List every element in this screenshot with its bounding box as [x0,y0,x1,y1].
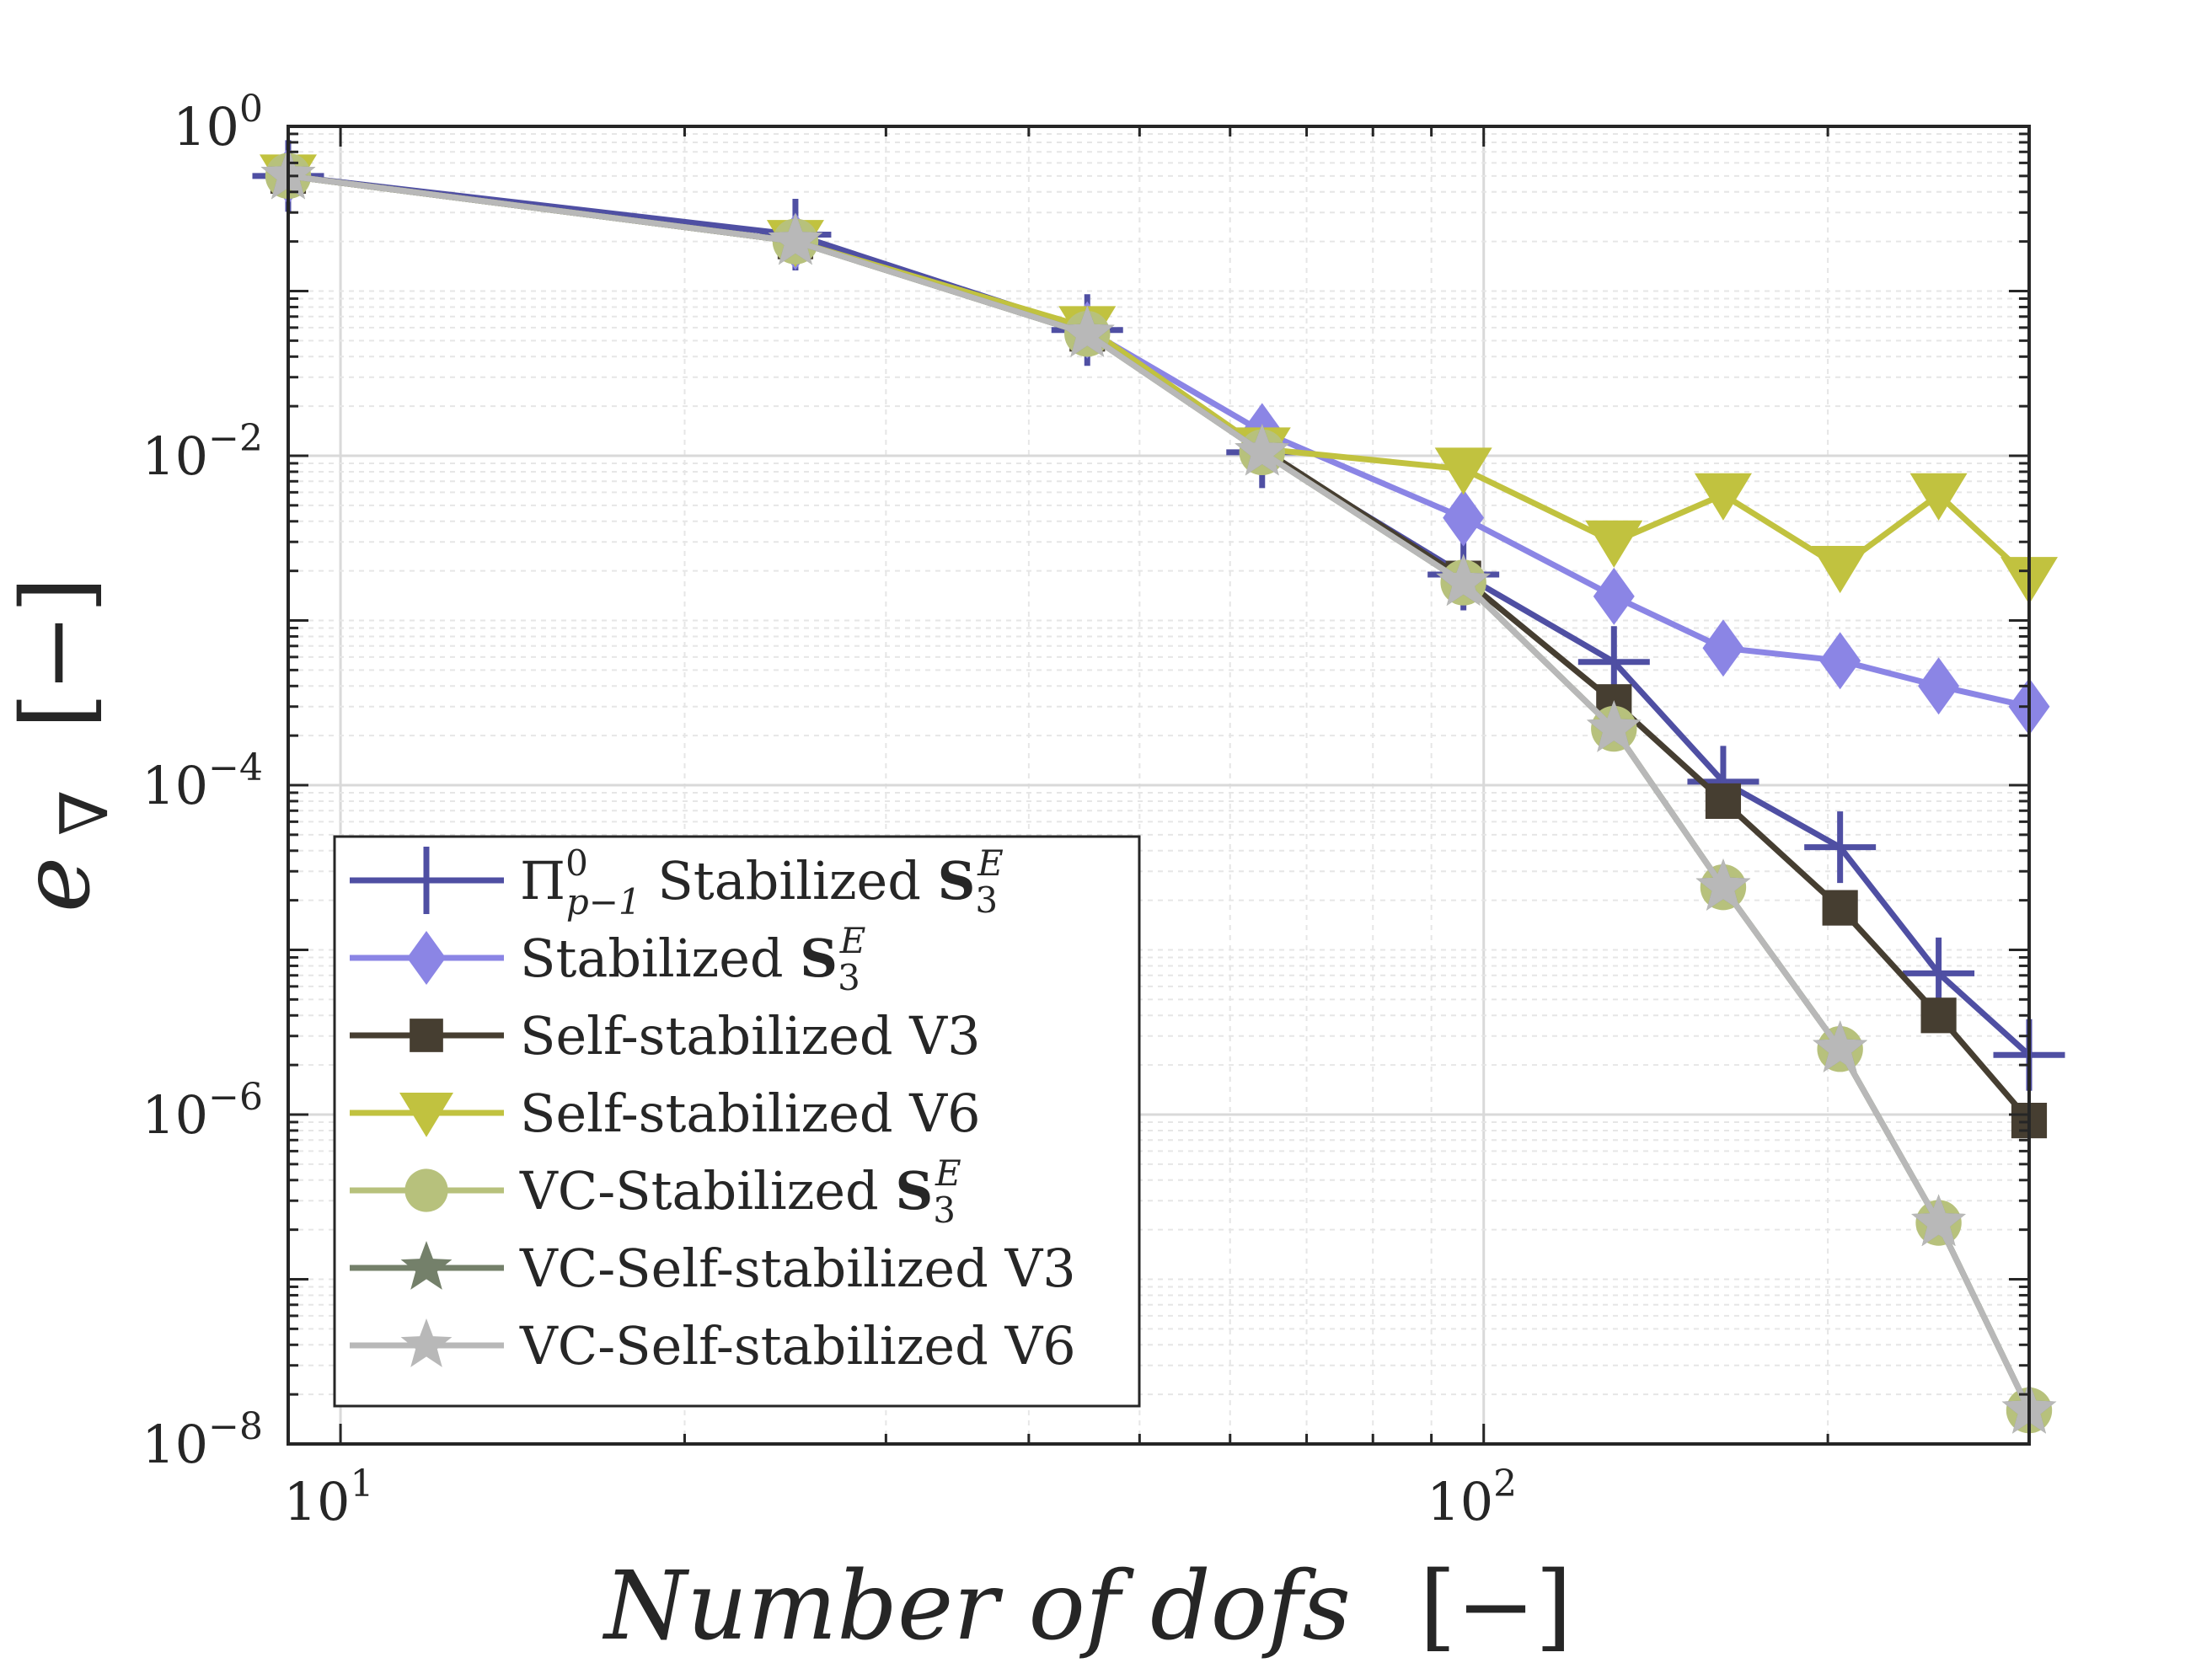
legend-label-text: VC-Stabilized [519,1160,895,1222]
series-line [287,173,2032,581]
data-point [1695,858,1751,911]
data-point [1436,553,1491,606]
label-layer: Number of dofs [−] e ∇ [−] [2,576,1572,1661]
y-tick-label: 10−6 [142,1076,263,1146]
y-axis-title-base: e [2,857,111,912]
legend-box [333,835,1141,1408]
legend-label: Π0 p−1 Stabilized S3E [520,842,1004,922]
legend-label-sup: E [935,1152,961,1194]
legend-label-text: Stabilized [641,850,938,912]
data-point [1235,423,1290,476]
x-axis-title: Number of dofs [602,1552,1351,1659]
legend-label-bold: S [895,1160,933,1222]
legend-label-pi-sup: 0 [565,842,588,884]
data-point [1819,632,1861,690]
legend-label: Self-stabilized V6 [520,1083,981,1144]
y-tick-label-exp: −6 [208,1076,263,1119]
data-point [1705,783,1742,820]
legend-entry: VC-Stabilized S3E [350,1152,961,1231]
y-tick-label-base: 10 [142,425,208,487]
data-point [1694,473,1752,521]
x-tick-label-base: 10 [284,1471,351,1532]
legend-label-sup: E [977,842,1004,884]
legend-entry: Π0 p−1 Stabilized S3E [350,842,1004,922]
data-point [1918,657,1960,715]
y-axis-title-sub: ∇ [47,790,123,836]
x-tick-label: 101 [284,1462,374,1532]
y-tick-label: 10−8 [142,1405,263,1475]
y-tick-label: 100 [173,88,263,158]
legend-entry: VC-Self-stabilized V3 [350,1238,1076,1299]
data-point [1443,489,1485,547]
y-tick-label: 10−4 [142,746,263,816]
data-point [1811,546,1869,594]
legend-marker [400,1241,453,1290]
legend-label-sub: 3 [838,957,860,998]
legend-label-sub: 3 [933,1190,956,1231]
y-tick-label-base: 10 [142,1414,208,1475]
legend-label-pi-sub: p−1 [566,881,641,922]
data-point [1434,447,1492,495]
legend-label: Stabilized S3E [520,920,865,998]
x-tick-label-base: 10 [1427,1471,1493,1532]
data-point [1593,567,1635,625]
data-point [1702,619,1744,677]
y-tick-label-base: 10 [173,96,239,158]
legend-label: VC-Self-stabilized V6 [519,1315,1076,1377]
data-point [1822,890,1858,926]
x-tick-label-exp: 1 [351,1462,374,1505]
legend-label-bold: S [800,928,838,989]
y-tick-label-exp: 0 [239,88,263,131]
data-point [1587,700,1642,752]
data-point [768,212,823,265]
legend-entry: Self-stabilized V3 [350,1005,981,1067]
y-tick-label-exp: −8 [208,1405,263,1448]
data-point [1813,1020,1867,1072]
series-layer [252,140,2065,1434]
legend-marker [404,1168,448,1212]
y-tick-label-base: 10 [142,1084,208,1146]
data-point [1911,1194,1966,1247]
y-tick-label-base: 10 [142,755,208,816]
legend-entry: Self-stabilized V6 [350,1083,981,1144]
x-axis-unit: [−] [1419,1552,1572,1659]
legend-marker [400,1318,453,1367]
series-line [287,173,2033,1412]
y-axis-title: e ∇ [−] [2,576,123,912]
x-tick-label-exp: 2 [1493,1462,1517,1505]
legend-label-pi: Π [520,850,565,912]
legend-label: VC-Self-stabilized V3 [519,1238,1076,1299]
legend-label-sub: 3 [975,880,998,921]
data-point [1909,473,1968,521]
legend-label-text: Stabilized [520,928,800,989]
y-tick-label: 10−2 [142,417,263,487]
data-point [1920,997,1957,1034]
legend-label-bold: S [938,850,976,912]
data-point [1585,520,1643,568]
y-tick-label-exp: −2 [208,417,263,460]
x-tick-label: 102 [1427,1462,1517,1532]
legend-label: VC-Stabilized S3E [519,1152,961,1231]
legend-label-sup: E [839,920,866,961]
legend-entry: VC-Self-stabilized V6 [350,1315,1076,1377]
y-axis-unit: [−] [2,576,111,729]
data-point [1059,305,1115,357]
legend-marker [410,1019,443,1052]
y-tick-label-exp: −4 [208,746,263,789]
legend-label: Self-stabilized V3 [520,1005,981,1067]
legend-marker [399,1093,453,1137]
legend-marker [406,931,447,985]
legend-entry: Stabilized S3E [350,920,865,998]
